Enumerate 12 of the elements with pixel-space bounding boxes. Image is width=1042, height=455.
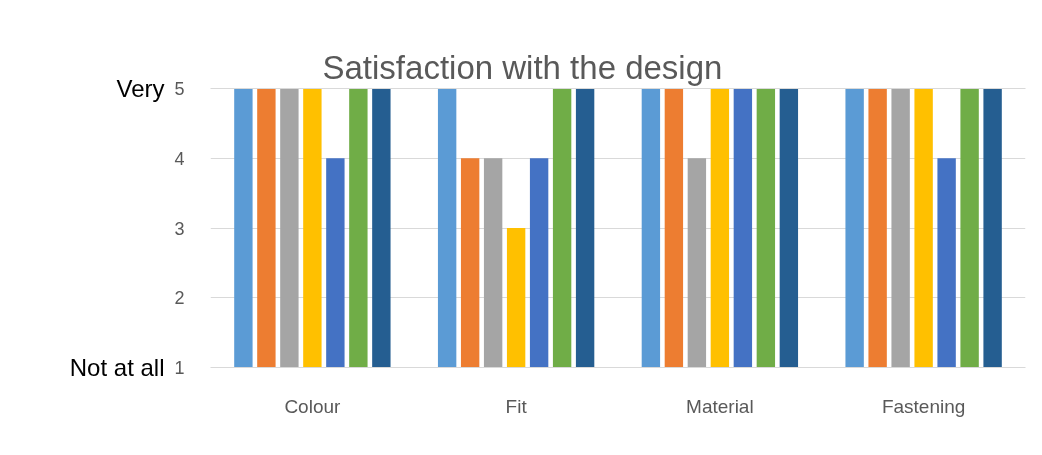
chart-title: Satisfaction with the design	[322, 48, 723, 86]
x-tick-label: Material	[686, 395, 754, 417]
text: Not at all	[69, 354, 165, 381]
y-tick-label: 4	[174, 148, 185, 169]
text: Very	[116, 75, 165, 102]
x-tick-label: Fastening	[881, 395, 966, 417]
x-tick-label: Fit	[505, 395, 528, 417]
x-tick-label: Colour	[284, 395, 342, 417]
y-tick-label: 1	[174, 358, 185, 378]
y-tick-label: 3	[174, 218, 185, 239]
y-tick-label: 2	[174, 288, 185, 309]
y-tick-label: 5	[174, 79, 185, 99]
